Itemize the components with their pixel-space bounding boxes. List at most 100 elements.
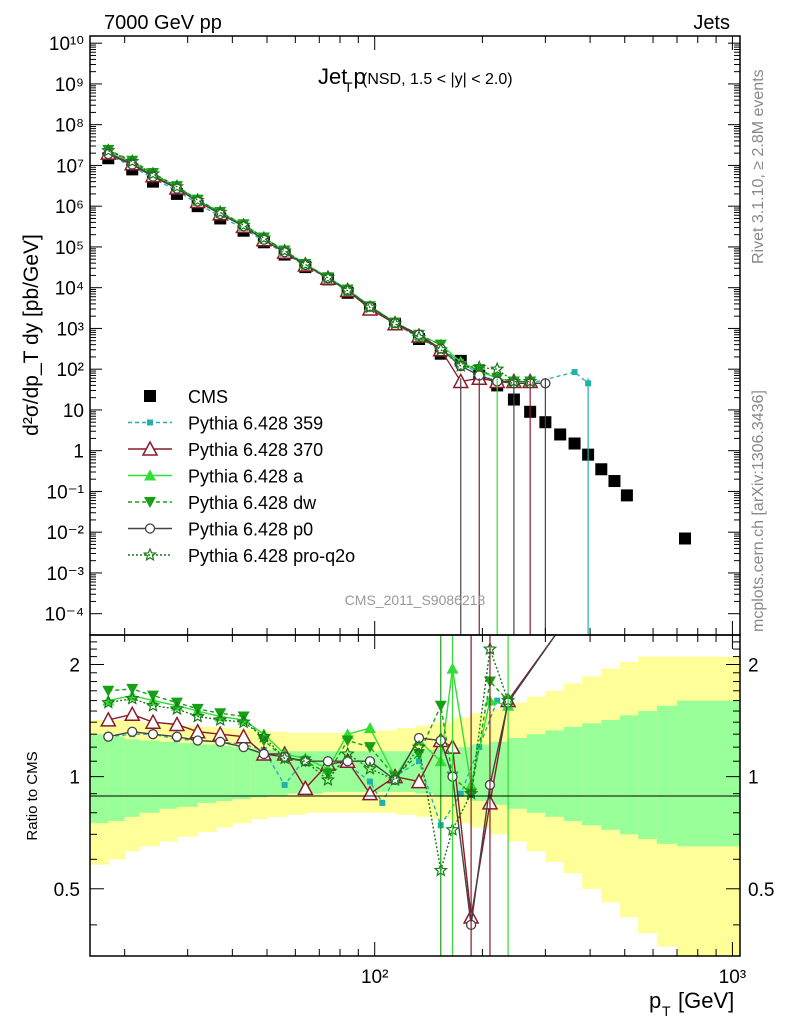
legend-marker [141, 440, 159, 456]
ratio-data-point [100, 711, 117, 727]
ratio-data-point [281, 781, 288, 788]
ratio-data-point [494, 697, 501, 704]
ratio-band-inner [108, 736, 126, 822]
ratio-data-point [146, 690, 159, 702]
ratio-band-inner [232, 747, 252, 800]
ratio-data-point [416, 758, 423, 765]
ratio-y-tick-label-right: 1 [748, 768, 759, 789]
ratio-data-point [103, 731, 114, 742]
main-y-tick-label: 10⁵ [55, 238, 84, 259]
ratio-data-point [277, 750, 292, 765]
analysis-watermark: CMS_2011_S9086218 [345, 592, 486, 608]
main-data-point [608, 475, 621, 488]
main-title: Jet p [318, 64, 366, 89]
main-data-point [595, 463, 608, 476]
ratio-data-point [340, 746, 355, 761]
main-data-point [145, 166, 161, 180]
ratio-band-inner [638, 711, 658, 840]
ratio-y-tick-label-right: 2 [748, 655, 759, 676]
main-data-point [190, 192, 205, 207]
main-data-point [453, 358, 469, 373]
x-axis-label: p [649, 988, 661, 1013]
main-data-point [277, 243, 292, 257]
ratio-data-point [126, 689, 139, 701]
ratio-data-point [387, 772, 403, 787]
x-axis-label-unit: [GeV] [678, 988, 734, 1013]
main-y-tick-label: 10⁻² [47, 523, 85, 544]
x-axis-label-sub: T [662, 1003, 671, 1019]
ratio-data-point [322, 756, 334, 767]
ratio-band-inner [159, 741, 178, 809]
legend-marker [147, 419, 153, 426]
main-data-point [362, 299, 378, 314]
main-series-line [108, 150, 531, 383]
ratio-band-inner [489, 741, 509, 805]
ratio-band-inner [620, 715, 639, 835]
ratio-y-tick-label-left: 2 [69, 655, 80, 676]
mcplots-label: mcplots.cern.ch [arXiv:1306.3436] [750, 390, 767, 632]
ratio-data-point [366, 778, 373, 785]
ratio-data-point [192, 735, 203, 746]
main-y-tick-label: 1 [73, 442, 84, 463]
main-y-tick-label: 10⁴ [55, 279, 84, 300]
ratio-data-point [171, 731, 183, 742]
ratio-y-axis-label: Ratio to CMS [24, 751, 41, 840]
legend-label: Pythia 6.428 a [188, 467, 304, 487]
legend-marker [144, 390, 156, 402]
ratio-frame [89, 634, 741, 957]
ratio-data-point [215, 736, 226, 747]
main-title-sub: T [344, 79, 353, 95]
legend-label: Pythia 6.428 359 [188, 414, 323, 434]
ratio-data-point [362, 761, 378, 775]
main-y-tick-label: 10⁻³ [47, 564, 85, 585]
ratio-data-point [236, 714, 251, 729]
ratio-data-point [363, 742, 376, 754]
ratio-band-inner [215, 745, 233, 802]
ratio-data-point [145, 698, 161, 712]
main-y-tick-label: 10⁷ [56, 156, 84, 177]
main-y-tick-label: 10⁻⁴ [45, 605, 84, 626]
ratio-band-inner [90, 734, 109, 824]
main-y-tick-label: 10⁶ [55, 197, 84, 218]
main-y-tick-label: 10⁸ [55, 116, 84, 137]
legend-label: CMS [188, 387, 228, 407]
ratio-band-inner [176, 743, 199, 807]
main-y-tick-label: 10² [57, 360, 84, 381]
legend-marker [142, 547, 158, 562]
ratio-data-point [126, 683, 139, 695]
ratio-data-point [169, 701, 185, 716]
ratio-data-point [147, 729, 159, 740]
ratio-panel: 0.5 0.5 1 1 2 2 10² 10³ Ratio to CMS p T [GeV] [24, 634, 774, 1019]
ratio-data-point [127, 726, 138, 737]
jets-label: Jets [693, 12, 730, 34]
ratio-series-line [108, 648, 509, 871]
ratio-band-inner [601, 719, 621, 830]
ratio-data-point [457, 790, 464, 797]
main-data-point [298, 256, 313, 271]
main-panel: 10⁻⁴ 10⁻³ 10⁻² 10⁻¹ 1 10 10² 10³ 10⁴ 10⁵ 10⁶ 10⁷ 10⁸… [20, 34, 741, 636]
ratio-band-inner [656, 705, 678, 844]
ratio-data-point [238, 741, 249, 753]
legend-label: Pythia 6.428 370 [188, 440, 323, 460]
legend: CMS Pythia 6.428 359 Pythia 6.428 370 Pythi… [128, 387, 355, 566]
main-data-point [490, 361, 505, 376]
main-y-tick-label: 10¹⁰ [49, 34, 84, 55]
ratio-band-inner [508, 737, 528, 809]
main-data-point [236, 217, 251, 232]
ratio-band-inner [526, 734, 546, 813]
ratio-data-point [190, 708, 205, 723]
ratio-x-tick-label: 10² [361, 967, 388, 988]
ratio-x-tick-label: 10³ [719, 967, 746, 988]
ratio-data-point [102, 685, 115, 697]
ratio-data-point [168, 715, 186, 732]
main-y-tick-label: 10 [63, 401, 84, 422]
collision-label: 7000 GeV pp [104, 12, 222, 34]
main-data-point [571, 369, 578, 376]
main-y-tick-label: 10⁻¹ [47, 482, 85, 503]
main-data-point [471, 359, 487, 374]
ratio-band-inner [139, 740, 160, 813]
rivet-version-label: Rivet 3.1.10, ≥ 2.8M events [750, 69, 767, 264]
ratio-y-tick-label-right: 0.5 [748, 880, 774, 901]
ratio-y-tick-label-left: 0.5 [54, 880, 80, 901]
